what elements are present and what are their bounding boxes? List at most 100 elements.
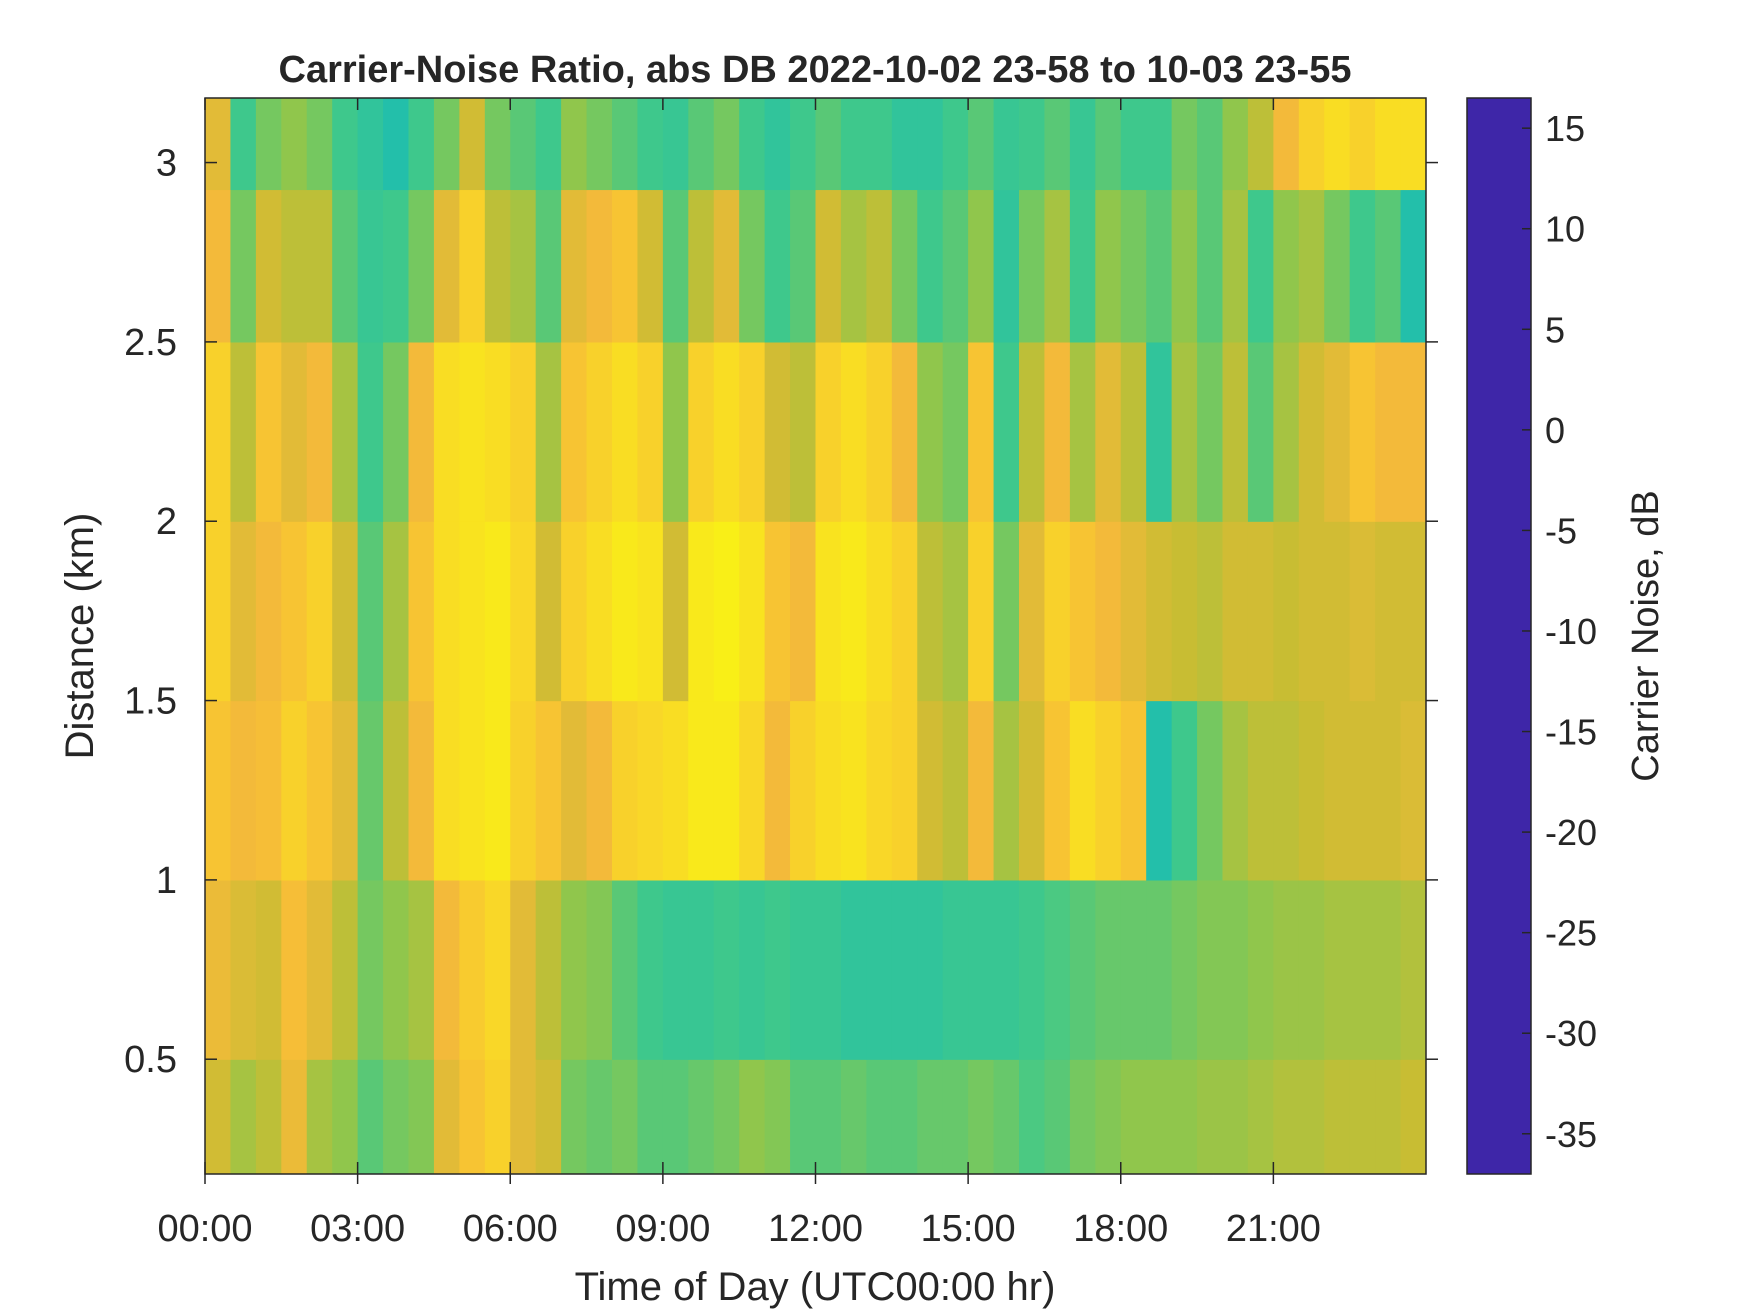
heatmap-cell bbox=[1273, 189, 1300, 343]
heatmap-cell bbox=[332, 98, 359, 191]
heatmap-cell bbox=[1120, 1059, 1147, 1174]
y-axis-label: Distance (km) bbox=[58, 513, 102, 760]
heatmap-cell bbox=[408, 341, 435, 522]
heatmap-cell bbox=[942, 98, 969, 191]
colorbar-tick-label: 10 bbox=[1545, 209, 1585, 250]
heatmap-cell bbox=[637, 189, 664, 343]
heatmap-cell bbox=[815, 98, 842, 191]
heatmap-cell bbox=[688, 700, 715, 881]
heatmap-cell bbox=[713, 1059, 740, 1174]
heatmap-cell bbox=[535, 700, 562, 881]
heatmap-cell bbox=[357, 700, 384, 881]
heatmap-cell bbox=[561, 189, 588, 343]
heatmap-cell bbox=[1349, 700, 1376, 881]
heatmap-cell bbox=[408, 98, 435, 191]
heatmap-cell bbox=[637, 341, 664, 522]
heatmap-cell bbox=[1069, 1059, 1096, 1174]
heatmap-cell bbox=[433, 879, 460, 1060]
heatmap-cell bbox=[1324, 341, 1351, 522]
heatmap-cell bbox=[688, 521, 715, 702]
y-tick-label: 2.5 bbox=[124, 322, 177, 364]
colorbar-tick-label: -25 bbox=[1545, 913, 1597, 954]
heatmap-cell bbox=[866, 1059, 893, 1174]
heatmap-cell bbox=[764, 1059, 791, 1174]
y-tick-label: 2 bbox=[156, 501, 177, 543]
heatmap-cell bbox=[586, 1059, 613, 1174]
heatmap-cell bbox=[1298, 341, 1325, 522]
heatmap-cell bbox=[815, 1059, 842, 1174]
heatmap-cell bbox=[357, 98, 384, 191]
heatmap-cell bbox=[1044, 98, 1071, 191]
heatmap-cell bbox=[332, 189, 359, 343]
heatmap-cell bbox=[205, 700, 232, 881]
heatmap-cell bbox=[917, 189, 944, 343]
heatmap-cell bbox=[637, 521, 664, 702]
heatmap-cell bbox=[713, 341, 740, 522]
heatmap-cell bbox=[255, 521, 282, 702]
heatmap-cell bbox=[1069, 189, 1096, 343]
heatmap-cell bbox=[510, 189, 537, 343]
heatmap-cell bbox=[255, 341, 282, 522]
heatmap-cell bbox=[255, 189, 282, 343]
heatmap-cell bbox=[1095, 189, 1122, 343]
heatmap-cell bbox=[1171, 189, 1198, 343]
heatmap-cell bbox=[612, 879, 639, 1060]
heatmap-cell bbox=[1095, 1059, 1122, 1174]
heatmap-cell bbox=[205, 341, 232, 522]
heatmap-cell bbox=[332, 341, 359, 522]
heatmap-cell bbox=[408, 700, 435, 881]
heatmap-cell bbox=[688, 189, 715, 343]
heatmap-cell bbox=[1247, 521, 1274, 702]
heatmap-cell bbox=[815, 521, 842, 702]
heatmap-cell bbox=[1247, 98, 1274, 191]
heatmap-cell bbox=[662, 189, 689, 343]
heatmap-cell bbox=[790, 521, 817, 702]
heatmap-cell bbox=[383, 189, 410, 343]
heatmap-cell bbox=[739, 700, 766, 881]
heatmap-cell bbox=[790, 341, 817, 522]
heatmap-cell bbox=[255, 98, 282, 191]
heatmap-cell bbox=[917, 521, 944, 702]
heatmap-cell bbox=[1044, 189, 1071, 343]
heatmap-cell bbox=[713, 700, 740, 881]
heatmap-cell bbox=[1349, 1059, 1376, 1174]
heatmap-cell bbox=[688, 879, 715, 1060]
heatmap-cell bbox=[1120, 879, 1147, 1060]
heatmap-cell bbox=[332, 879, 359, 1060]
heatmap-cell bbox=[1349, 189, 1376, 343]
heatmap-cell bbox=[510, 341, 537, 522]
heatmap-cell bbox=[917, 700, 944, 881]
heatmap-cell bbox=[1400, 879, 1426, 1060]
heatmap-cell bbox=[1146, 98, 1173, 191]
heatmap-cell bbox=[510, 98, 537, 191]
heatmap-cell bbox=[840, 700, 867, 881]
heatmap-cell bbox=[408, 189, 435, 343]
heatmap-cell bbox=[433, 1059, 460, 1174]
heatmap-cell bbox=[739, 98, 766, 191]
heatmap-cell bbox=[281, 521, 308, 702]
heatmap-cell bbox=[281, 189, 308, 343]
heatmap-cell bbox=[586, 189, 613, 343]
colorbar-ticks: 15 10 5 0 -5 -10 -15 -20 -25 -30 -35 bbox=[1522, 108, 1597, 1155]
heatmap-cell bbox=[433, 341, 460, 522]
heatmap-cell bbox=[1247, 879, 1274, 1060]
heatmap-cell bbox=[1197, 1059, 1224, 1174]
heatmap-cell bbox=[942, 521, 969, 702]
heatmap-cell bbox=[1298, 521, 1325, 702]
heatmap-cell bbox=[942, 341, 969, 522]
heatmap-cell bbox=[205, 879, 232, 1060]
heatmap-cell bbox=[1197, 98, 1224, 191]
heatmap-cell bbox=[1171, 1059, 1198, 1174]
heatmap-cell bbox=[1298, 1059, 1325, 1174]
heatmap-cell bbox=[332, 700, 359, 881]
x-axis-ticks: 00:00 03:00 06:00 09:00 12:00 15:00 18:00 21:00 bbox=[157, 98, 1321, 1250]
heatmap-cell bbox=[1095, 98, 1122, 191]
heatmap-cell bbox=[383, 521, 410, 702]
heatmap-cell bbox=[1044, 1059, 1071, 1174]
heatmap-cell bbox=[1171, 700, 1198, 881]
heatmap-cell bbox=[688, 98, 715, 191]
heatmap-cell bbox=[1324, 879, 1351, 1060]
heatmap-cell bbox=[1375, 700, 1402, 881]
heatmap-cell bbox=[637, 700, 664, 881]
x-tick-label: 18:00 bbox=[1073, 1208, 1168, 1250]
